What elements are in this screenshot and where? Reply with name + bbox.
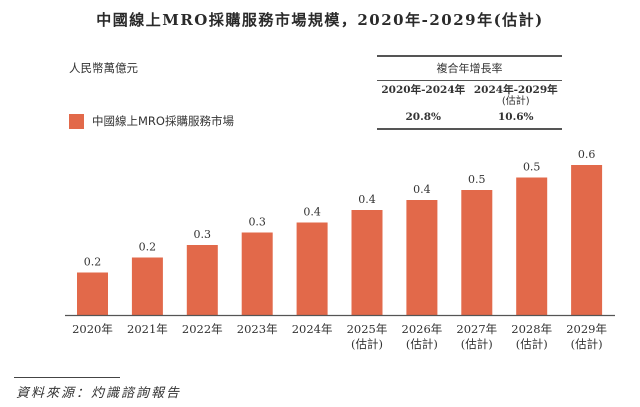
- cagr-top-rule: [377, 55, 562, 57]
- x-tick-label: 2023年: [237, 322, 278, 336]
- source-rule: [14, 377, 120, 378]
- data-label: 0.6: [578, 148, 596, 161]
- bar-2020年: [77, 272, 108, 315]
- bar-2023年: [241, 232, 273, 315]
- x-tick-label: 2025年: [347, 322, 388, 336]
- x-tick-label: 2021年: [127, 322, 168, 336]
- data-label: 0.4: [413, 183, 431, 196]
- data-label: 0.5: [523, 161, 541, 174]
- data-label: 0.2: [84, 256, 102, 269]
- cagr-mid-rule: [377, 79, 562, 81]
- bar-2025年: [351, 210, 383, 315]
- x-tick-sublabel: (估計): [461, 337, 493, 351]
- cagr-periods-row: 2020年-2024年 2024年-2029年 (估計): [377, 81, 562, 108]
- cagr-period-2: 2024年-2029年 (估計): [470, 84, 563, 108]
- cagr-header: 複合年增長率: [436, 61, 503, 75]
- bar-2022年: [186, 245, 218, 315]
- source-note: 資料來源：灼識諮詢報告: [16, 386, 182, 401]
- chart-title: 中國線上MRO採購服務市場規模，2020年-2029年(估計): [96, 11, 544, 29]
- data-label: 0.4: [303, 206, 321, 219]
- legend-label: 中國線上MRO採購服務市場: [92, 114, 234, 128]
- x-tick-sublabel: (估計): [571, 337, 603, 351]
- bar-2026年: [406, 200, 438, 315]
- data-label: 0.3: [248, 216, 266, 229]
- x-tick-sublabel: (估計): [516, 337, 548, 351]
- x-tick-label: 2027年: [456, 322, 497, 336]
- cagr-value-2: 10.6%: [497, 111, 534, 123]
- bar-2028年: [516, 177, 548, 315]
- unit-label: 人民幣萬億元: [69, 61, 138, 75]
- legend-swatch: [69, 113, 84, 129]
- x-tick-label: 2020年: [72, 322, 113, 336]
- bar-2021年: [131, 257, 163, 315]
- x-tick-label: 2022年: [182, 322, 223, 336]
- cagr-period-1: 2020年-2024年: [377, 84, 470, 108]
- data-label: 0.2: [139, 241, 157, 254]
- cagr-period-2-note: (估計): [501, 96, 530, 107]
- cagr-table: 複合年增長率 2020年-2024年 2024年-2029年 (估計) 20.8…: [377, 55, 562, 130]
- bar-2024年: [296, 222, 328, 315]
- x-tick-label: 2029年: [566, 322, 607, 336]
- bar-2029年: [571, 165, 603, 315]
- cagr-value-1: 20.8%: [405, 111, 442, 123]
- cagr-values-row: 20.8% 10.6%: [377, 108, 562, 128]
- bar-2027年: [461, 190, 493, 315]
- x-tick-sublabel: (估計): [406, 337, 438, 351]
- x-tick-label: 2026年: [402, 322, 443, 336]
- data-label: 0.3: [194, 228, 212, 241]
- cagr-bottom-rule: [377, 128, 562, 130]
- legend: 中國線上MRO採購服務市場: [69, 113, 234, 129]
- x-tick-label: 2024年: [292, 322, 333, 336]
- data-label: 0.5: [468, 173, 486, 186]
- cagr-period-2-text: 2024年-2029年: [473, 84, 558, 96]
- cagr-period-1-text: 2020年-2024年: [381, 84, 466, 96]
- data-label: 0.4: [358, 193, 376, 206]
- x-tick-sublabel: (估計): [351, 337, 383, 351]
- x-tick-label: 2028年: [511, 322, 552, 336]
